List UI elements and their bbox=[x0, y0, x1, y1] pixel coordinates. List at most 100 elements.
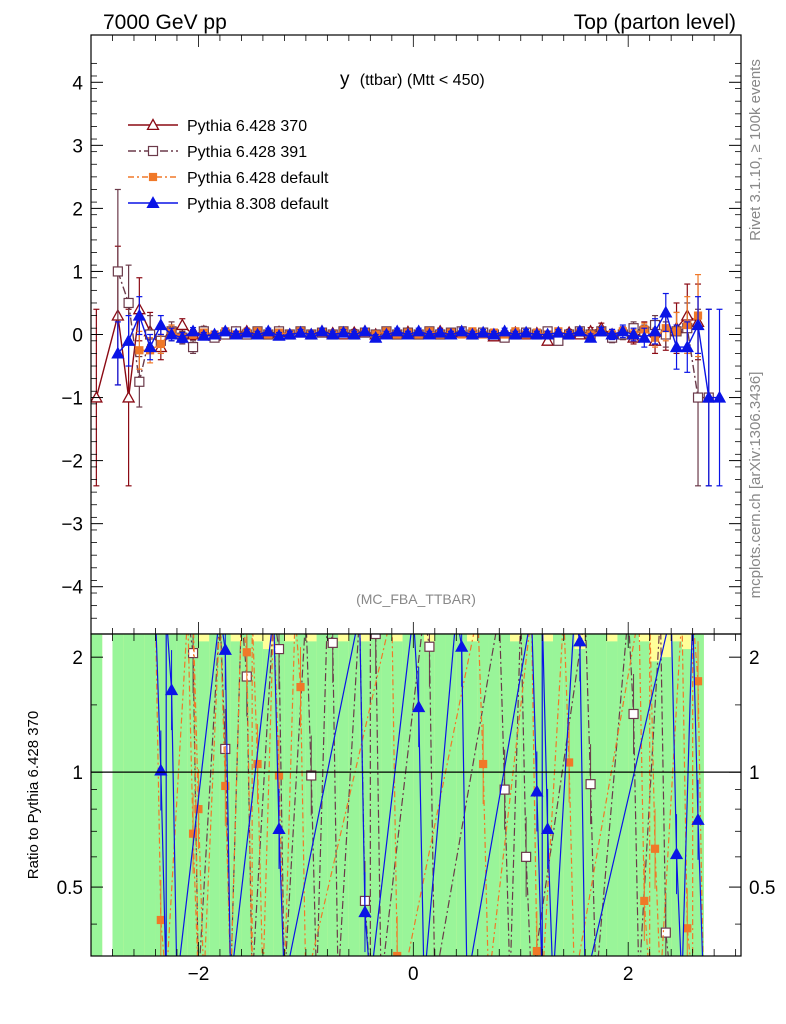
ratio-series-line bbox=[189, 634, 669, 956]
band-green-bin bbox=[144, 634, 156, 956]
header-right: Top (parton level) bbox=[574, 11, 736, 34]
ratio-data-point bbox=[541, 822, 555, 834]
main-data-point bbox=[551, 325, 565, 338]
ratio-data-point bbox=[370, 634, 381, 640]
ratio-data-point bbox=[156, 915, 165, 925]
main-data-point bbox=[261, 324, 275, 337]
main-data-point bbox=[605, 327, 619, 340]
main-data-point bbox=[229, 327, 243, 340]
band-green-bin bbox=[295, 634, 307, 956]
main-data-point bbox=[156, 339, 165, 349]
ratio-data-point bbox=[530, 784, 544, 797]
band-green-bin bbox=[370, 634, 382, 956]
x-axis: −2 0 2 bbox=[112, 634, 737, 985]
main-data-point bbox=[541, 327, 555, 340]
main-data-point bbox=[121, 390, 136, 403]
ratio-y-tick-label-right: 0.5 bbox=[749, 878, 775, 899]
main-data-point bbox=[401, 327, 415, 340]
main-series-line bbox=[95, 306, 699, 398]
main-data-point bbox=[358, 324, 372, 337]
main-y-axis: −4 −3 −2 −1 0 1 2 3 4 bbox=[61, 35, 741, 634]
ratio-data-point bbox=[585, 779, 596, 790]
ratio-plot-frame bbox=[90, 633, 742, 957]
ratio-data-point bbox=[296, 682, 305, 692]
main-y-tick-label: 0 bbox=[72, 326, 83, 347]
main-data-point bbox=[91, 390, 103, 403]
main-data-point bbox=[272, 328, 286, 341]
main-data-point bbox=[433, 325, 447, 338]
main-data-point bbox=[175, 330, 189, 343]
ratio-data-point bbox=[573, 634, 587, 647]
main-data-point bbox=[692, 392, 704, 403]
analysis-label: (MC_FBA_TTBAR) bbox=[356, 591, 476, 607]
main-data-point bbox=[573, 324, 587, 337]
legend-entry-1: Pythia 6.428 370 bbox=[128, 118, 307, 135]
x-tick-label: −2 bbox=[188, 964, 210, 985]
ratio-y-axis: 0.5 0.5 1 1 2 2 bbox=[57, 648, 775, 925]
main-data-point bbox=[315, 324, 329, 337]
ratio-data-point bbox=[412, 700, 426, 713]
band-green-bin bbox=[176, 634, 189, 956]
legend-entry-2: Pythia 6.428 391 bbox=[128, 144, 307, 161]
main-data-point bbox=[637, 330, 651, 343]
main-data-point bbox=[412, 324, 426, 337]
ratio-data-point bbox=[650, 844, 660, 853]
main-data-point bbox=[336, 325, 351, 338]
header-left: 7000 GeV pp bbox=[103, 11, 227, 34]
main-data-point bbox=[498, 324, 512, 337]
main-title: y (ttbar) (Mtt < 450) bbox=[340, 69, 485, 90]
ratio-data-point bbox=[272, 822, 286, 834]
ratio-y-axis-label: Ratio to Pythia 6.428 370 bbox=[25, 711, 42, 879]
ratio-plot-panel: 0.5 0.5 1 1 2 2 −2 0 2 Ratio to Pythia 6.428 37… bbox=[25, 633, 775, 985]
x-tick-label: 0 bbox=[408, 964, 419, 985]
band-green-bin bbox=[595, 634, 608, 956]
main-data-point bbox=[197, 328, 211, 341]
main-plot-panel: −4 −3 −2 −1 0 1 2 3 4 y (ttbar) (Mtt < 450) (MC_… bbox=[61, 34, 742, 635]
main-y-tick-label: −3 bbox=[61, 515, 83, 536]
ratio-series-2 bbox=[155, 634, 704, 956]
main-data-point bbox=[465, 327, 480, 340]
ratio-series-3 bbox=[154, 634, 705, 956]
legend-entry-3: Pythia 6.428 default bbox=[128, 170, 329, 187]
side-source-label: mcplots.cern.ch [arXiv:1306.3436] bbox=[747, 372, 764, 599]
main-data-point bbox=[530, 327, 544, 340]
band-green-bin bbox=[488, 634, 500, 956]
band-green-bin bbox=[391, 641, 404, 956]
band-green-bin bbox=[209, 634, 221, 956]
ratio-data-point bbox=[564, 758, 574, 767]
main-data-point bbox=[175, 318, 189, 331]
main-data-point bbox=[519, 325, 533, 338]
main-data-point bbox=[444, 327, 458, 340]
band-green-bin bbox=[338, 641, 350, 956]
ratio-y-tick-label: 2 bbox=[72, 648, 83, 669]
main-data-point bbox=[283, 327, 297, 340]
legend-marker bbox=[146, 118, 160, 131]
legend-label: Pythia 8.308 default bbox=[187, 196, 329, 213]
main-data-point bbox=[616, 324, 630, 337]
main-data-point bbox=[648, 324, 662, 337]
ratio-data-point bbox=[693, 677, 703, 686]
main-data-point bbox=[135, 346, 144, 355]
main-data-point bbox=[143, 340, 157, 353]
band-green-bin bbox=[402, 634, 414, 956]
main-data-point bbox=[702, 390, 716, 403]
legend-entry-4: Pythia 8.308 default bbox=[128, 196, 329, 213]
ratio-series-line bbox=[155, 634, 704, 956]
ratio-data-point bbox=[253, 759, 262, 769]
main-data-point bbox=[240, 325, 254, 338]
band-green-bin bbox=[413, 634, 425, 956]
band-green-bin bbox=[381, 634, 393, 956]
band-green-bin bbox=[445, 634, 457, 956]
band-green-bin bbox=[467, 641, 479, 956]
main-data-point bbox=[422, 327, 437, 340]
band-green-bin bbox=[359, 641, 371, 956]
legend-label: Pythia 6.428 370 bbox=[187, 118, 307, 135]
main-data-point bbox=[164, 327, 179, 340]
main-data-point bbox=[154, 318, 168, 331]
ratio-data-point bbox=[683, 924, 692, 933]
ratio-data-point bbox=[273, 643, 285, 655]
main-data-point bbox=[680, 340, 694, 353]
main-data-point bbox=[369, 330, 383, 343]
ratio-y-tick-label-right: 2 bbox=[749, 648, 760, 669]
main-series-4 bbox=[111, 292, 727, 487]
